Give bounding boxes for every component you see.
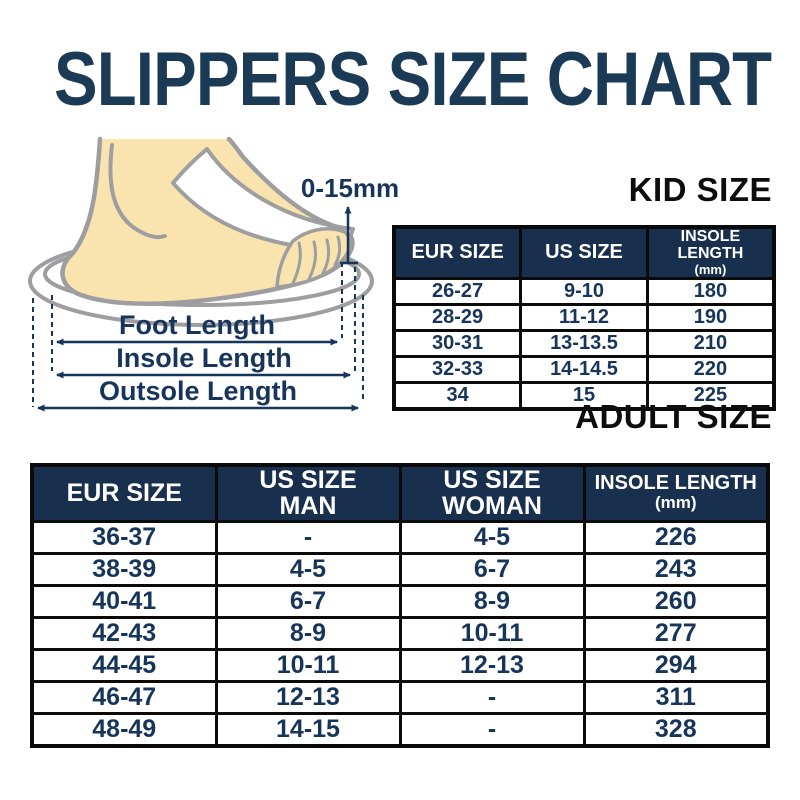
adult-header-row: EUR SIZE US SIZE MAN US SIZE WOMAN INSOL… bbox=[30, 463, 770, 523]
column-header-eur: EUR SIZE bbox=[392, 225, 523, 280]
table-cell: 46-47 bbox=[30, 679, 218, 715]
column-header-us-man: US SIZE MAN bbox=[214, 463, 402, 523]
table-row: 46-47 12-13 - 311 bbox=[30, 679, 770, 715]
table-cell: 6-7 bbox=[398, 551, 586, 587]
table-cell: 14-15 bbox=[214, 711, 402, 747]
table-cell: 328 bbox=[582, 711, 770, 747]
table-cell: 36-37 bbox=[30, 519, 218, 555]
table-cell: - bbox=[398, 679, 586, 715]
column-header-insole: INSOLE LENGTH (mm) bbox=[645, 225, 776, 280]
table-cell: 180 bbox=[645, 276, 776, 306]
table-cell: 30-31 bbox=[392, 328, 523, 358]
table-cell: - bbox=[398, 711, 586, 747]
table-row: 42-43 8-9 10-11 277 bbox=[30, 615, 770, 651]
table-row: 26-27 9-10 180 bbox=[392, 276, 776, 306]
table-cell: 220 bbox=[645, 354, 776, 384]
table-cell: 14-14.5 bbox=[519, 354, 649, 384]
column-header-us-woman: US SIZE WOMAN bbox=[398, 463, 586, 523]
page-title: SLIPPERS SIZE CHART bbox=[54, 37, 772, 122]
adult-size-heading: ADULT SIZE bbox=[575, 398, 772, 435]
table-cell: 48-49 bbox=[30, 711, 218, 747]
table-cell: 13-13.5 bbox=[519, 328, 649, 358]
table-cell: 226 bbox=[582, 519, 770, 555]
table-cell: 11-12 bbox=[519, 302, 649, 332]
table-cell: 225 bbox=[645, 380, 776, 411]
table-cell: 260 bbox=[582, 583, 770, 619]
table-cell: 243 bbox=[582, 551, 770, 587]
table-cell: 12-13 bbox=[214, 679, 402, 715]
outsole-length-label: Outsole Length bbox=[99, 376, 297, 406]
adult-size-table: EUR SIZE US SIZE MAN US SIZE WOMAN INSOL… bbox=[30, 463, 770, 748]
foot-toes-icon bbox=[275, 227, 352, 289]
foot-length-label: Foot Length bbox=[119, 310, 275, 340]
table-row: 36-37 - 4-5 226 bbox=[30, 519, 770, 555]
column-header-insole: INSOLE LENGTH (mm) bbox=[582, 463, 770, 523]
table-cell: 15 bbox=[519, 380, 649, 411]
table-cell: 34 bbox=[392, 380, 523, 411]
insole-length-label: Insole Length bbox=[116, 343, 292, 373]
table-cell: 4-5 bbox=[398, 519, 586, 555]
table-cell: 8-9 bbox=[398, 583, 586, 619]
measure-guide-lines bbox=[32, 262, 364, 407]
table-cell: 190 bbox=[645, 302, 776, 332]
table-cell: 28-29 bbox=[392, 302, 523, 332]
table-row: 40-41 6-7 8-9 260 bbox=[30, 583, 770, 619]
table-cell: 38-39 bbox=[30, 551, 218, 587]
table-row: 28-29 11-12 190 bbox=[392, 302, 776, 332]
table-row: 38-39 4-5 6-7 243 bbox=[30, 551, 770, 587]
column-header-eur: EUR SIZE bbox=[30, 463, 218, 523]
table-cell: 4-5 bbox=[214, 551, 402, 587]
toe-gap-arrow-icon bbox=[340, 206, 358, 265]
table-cell: 8-9 bbox=[214, 615, 402, 651]
table-row: 34 15 225 bbox=[392, 380, 776, 411]
table-row: 32-33 14-14.5 220 bbox=[392, 354, 776, 384]
table-cell: 9-10 bbox=[519, 276, 649, 306]
slipper-strap-icon bbox=[171, 147, 355, 253]
table-row: 44-45 10-11 12-13 294 bbox=[30, 647, 770, 683]
toe-gap-label: 0-15mm bbox=[301, 173, 399, 203]
table-cell: 42-43 bbox=[30, 615, 218, 651]
kid-size-table: EUR SIZE US SIZE INSOLE LENGTH (mm) 26-2… bbox=[392, 225, 776, 411]
table-cell: 32-33 bbox=[392, 354, 523, 384]
table-cell: - bbox=[214, 519, 402, 555]
kid-size-heading: KID SIZE bbox=[628, 171, 772, 208]
table-cell: 311 bbox=[582, 679, 770, 715]
table-row: 30-31 13-13.5 210 bbox=[392, 328, 776, 358]
table-row: 48-49 14-15 - 328 bbox=[30, 711, 770, 747]
table-cell: 294 bbox=[582, 647, 770, 683]
table-cell: 26-27 bbox=[392, 276, 523, 306]
column-header-us: US SIZE bbox=[519, 225, 649, 280]
table-cell: 12-13 bbox=[398, 647, 586, 683]
table-cell: 210 bbox=[645, 328, 776, 358]
table-cell: 10-11 bbox=[214, 647, 402, 683]
kid-header-row: EUR SIZE US SIZE INSOLE LENGTH (mm) bbox=[392, 225, 776, 280]
table-cell: 277 bbox=[582, 615, 770, 651]
table-cell: 10-11 bbox=[398, 615, 586, 651]
table-cell: 6-7 bbox=[214, 583, 402, 619]
table-cell: 44-45 bbox=[30, 647, 218, 683]
table-cell: 40-41 bbox=[30, 583, 218, 619]
foot-measurement-diagram: 0-15mm Foot Length Insole Length Outsole… bbox=[28, 136, 399, 412]
